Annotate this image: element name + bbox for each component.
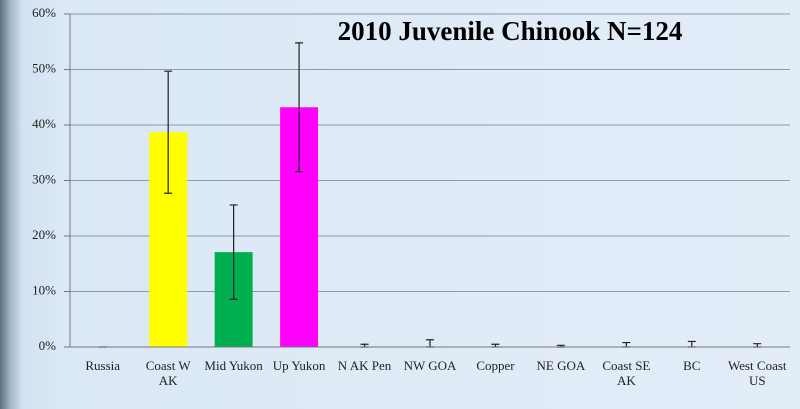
y-tick-label: 20% (32, 227, 56, 242)
x-tick-label: West Coast US (727, 358, 787, 388)
x-tick-label: NE GOA (536, 358, 586, 373)
x-tick-label: BC (683, 358, 701, 373)
y-tick-label: 40% (32, 116, 56, 131)
error-bar (687, 340, 696, 348)
x-tick-label: Up Yukon (272, 358, 326, 373)
error-bar (229, 204, 238, 300)
x-tick-label: Copper (476, 358, 515, 373)
error-bar (622, 341, 631, 348)
y-tick-label: 60% (32, 5, 56, 20)
x-tick-label: Mid Yukon (204, 358, 263, 373)
error-bar (426, 339, 434, 348)
x-tick-label: Russia (85, 358, 121, 373)
error-bar (164, 70, 173, 194)
error-bar (295, 42, 304, 173)
x-tick-label: NW GOA (403, 358, 457, 373)
y-tick-label: 50% (32, 60, 56, 75)
x-tick-label: Coast SE AK (602, 358, 651, 388)
y-tick-label: 30% (32, 171, 56, 186)
y-tick-label: 0% (39, 338, 57, 353)
x-tick-label: Coast W AK (145, 358, 191, 388)
y-tick-label: 10% (32, 282, 56, 297)
x-tick-label: N AK Pen (337, 358, 392, 373)
chart-title: 2010 Juvenile Chinook N=124 (338, 16, 683, 46)
